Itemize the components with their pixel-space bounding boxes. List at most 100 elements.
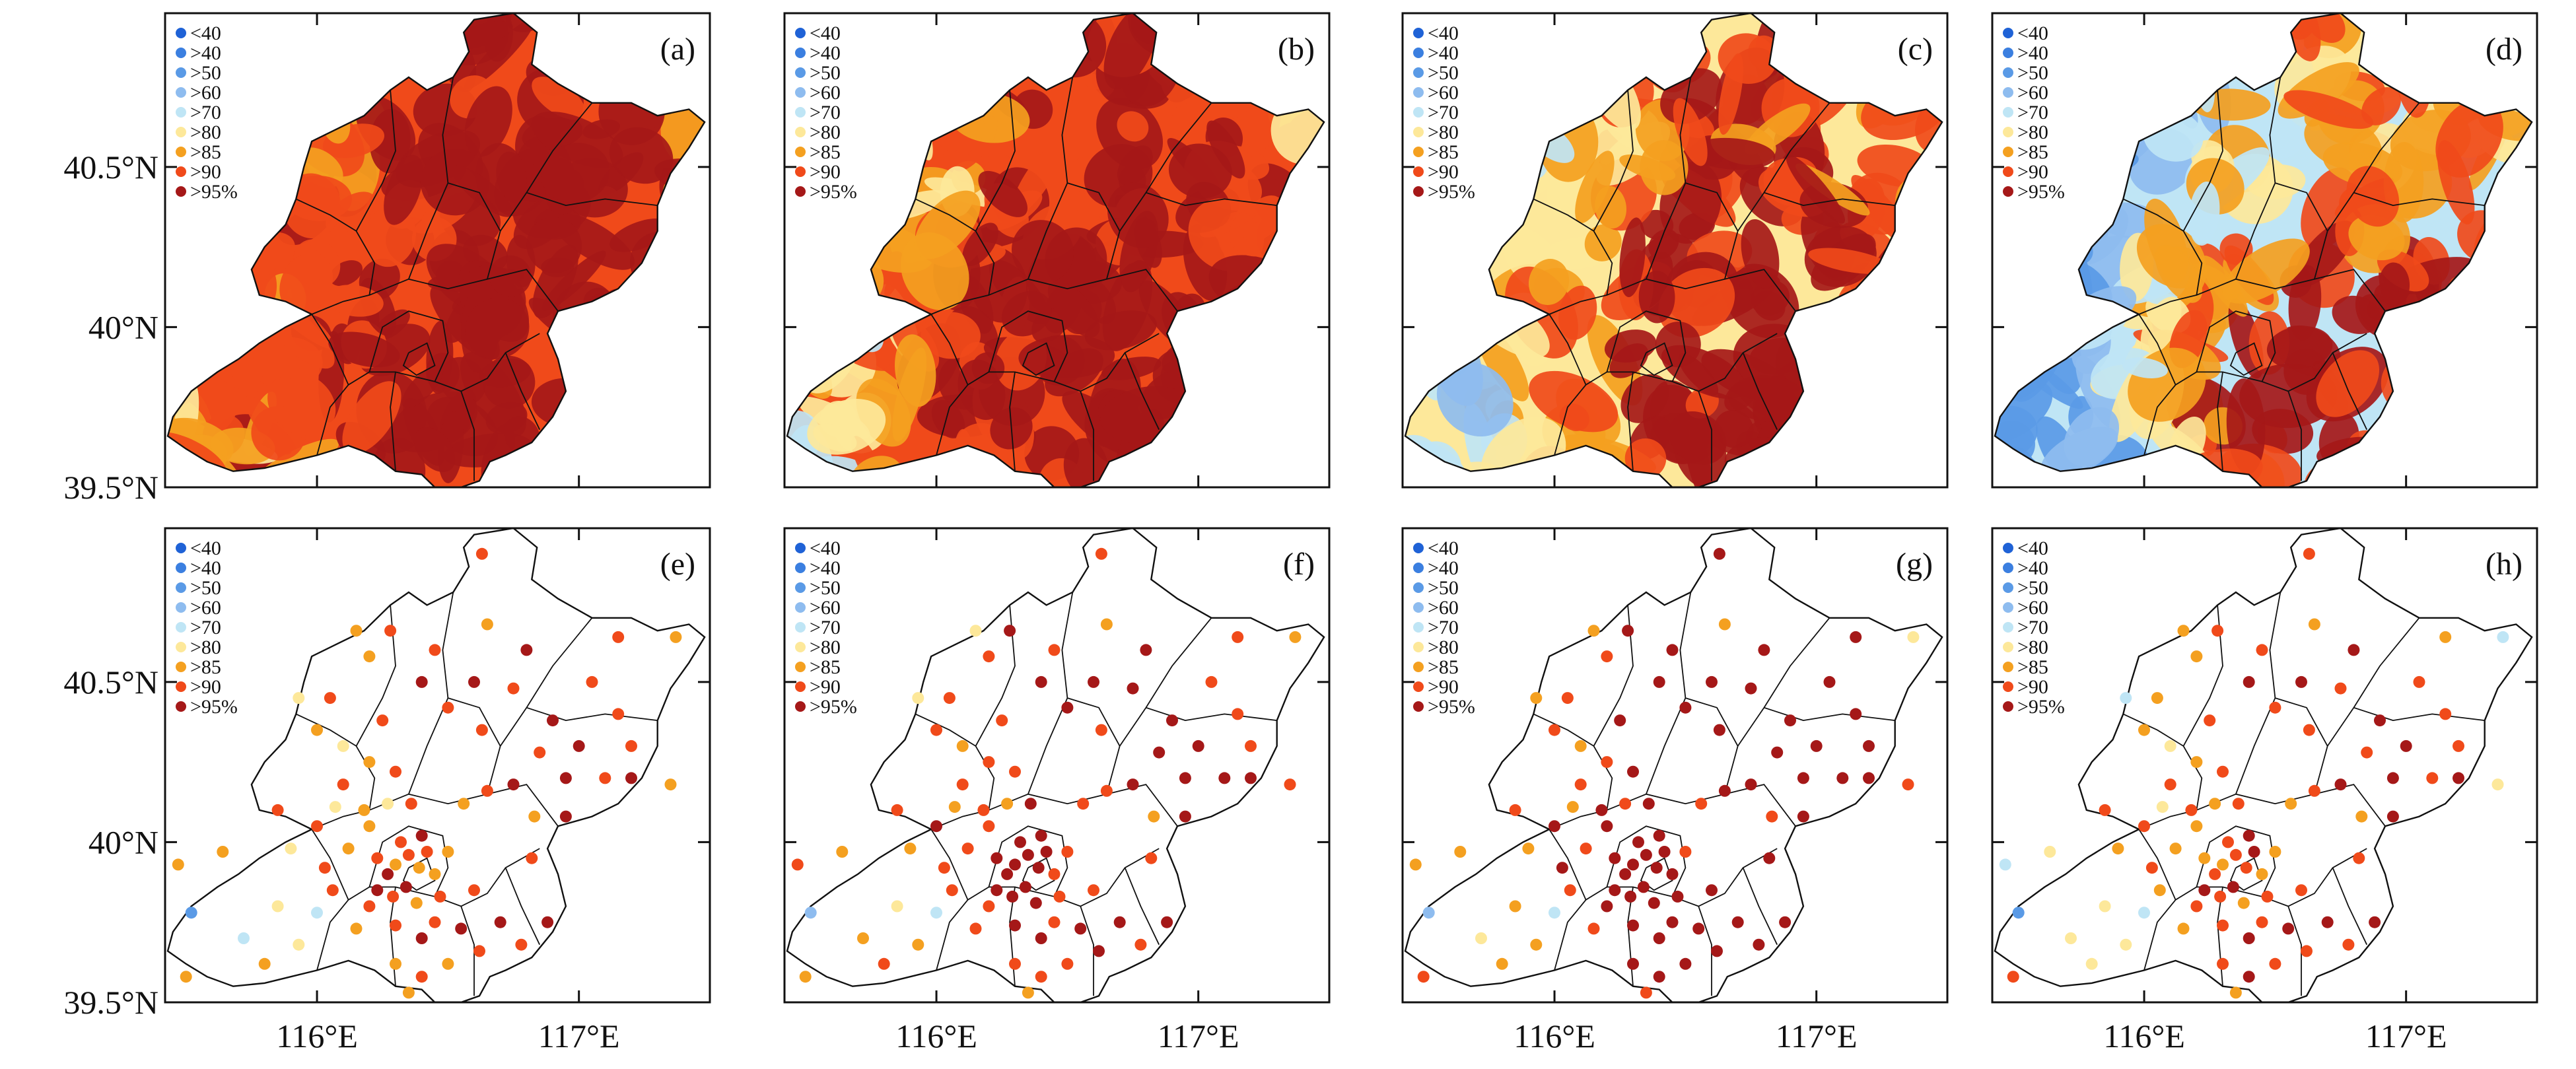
panel-a: (a) <40>40>50>60>70>80>85>90>95% 39.5°N 40°…	[63, 12, 711, 506]
legend-swatch	[1413, 28, 1424, 38]
field-cell	[2036, 265, 2077, 321]
field-cell	[575, 416, 644, 487]
field-cell	[666, 252, 705, 317]
legend-swatch	[2003, 186, 2013, 197]
station-marker	[1679, 701, 1692, 714]
district-line	[2287, 391, 2302, 481]
field-cell	[2040, 427, 2118, 479]
field-cell	[1875, 335, 1943, 376]
field-cell	[787, 300, 812, 350]
station-marker	[285, 843, 297, 855]
station-marker	[1850, 631, 1862, 643]
district-line	[1646, 592, 1692, 795]
station-marker	[185, 907, 197, 919]
field-cell	[168, 245, 203, 292]
field-cell	[1436, 362, 1514, 437]
station-marker	[2164, 778, 2176, 791]
district-line	[1606, 825, 1687, 897]
district-line	[2275, 697, 2328, 747]
district-line	[1646, 77, 1692, 280]
station-marker	[526, 852, 538, 864]
field-cell	[2346, 166, 2400, 227]
district-boundaries	[2122, 77, 2485, 481]
district-line	[930, 784, 1178, 830]
station-marker	[1609, 852, 1621, 864]
station-marker	[390, 957, 401, 970]
field-cell	[264, 15, 340, 40]
station-marker	[2308, 784, 2320, 797]
field-cell	[1595, 186, 1627, 229]
district-line	[1724, 102, 1830, 279]
station-marker	[2012, 907, 2025, 919]
station-marker	[1006, 890, 1019, 903]
city-boundary	[786, 527, 1325, 1004]
district-line	[1627, 372, 1634, 471]
field-cell	[489, 255, 532, 297]
station-marker	[2209, 798, 2221, 810]
field-cell	[287, 13, 351, 65]
station-marker	[2209, 868, 2221, 880]
field-cell	[594, 431, 668, 487]
station-marker	[1624, 890, 1637, 903]
city-boundary	[1994, 527, 2533, 1004]
field-cell	[2468, 399, 2529, 425]
legend-swatch	[795, 48, 806, 58]
x-tick-label: 116°E	[895, 1017, 977, 1054]
field-cell	[1001, 291, 1052, 337]
station-marker	[1666, 868, 1679, 880]
field-cell	[934, 13, 966, 52]
field-cell	[1609, 343, 1649, 378]
field-cell	[810, 258, 854, 302]
station-marker	[413, 862, 425, 874]
station-marker	[961, 843, 974, 855]
field-cell	[2188, 182, 2220, 246]
legend-swatch	[795, 602, 806, 613]
stations	[1409, 547, 1920, 999]
legend-label: >90	[1428, 676, 1459, 698]
station-marker	[977, 804, 990, 816]
district-line	[1593, 90, 1634, 232]
field-cell	[225, 13, 274, 44]
field-cell	[1475, 42, 1523, 102]
station-marker	[455, 922, 468, 935]
field-cell	[683, 391, 705, 462]
station-marker	[350, 922, 363, 935]
field-cell	[2246, 164, 2306, 199]
station-marker	[1601, 650, 1613, 663]
field-cell	[1815, 16, 1852, 105]
district-line	[930, 269, 1178, 315]
station-marker	[1022, 848, 1034, 861]
station-marker	[1009, 919, 1021, 932]
district-line	[988, 825, 1068, 897]
station-marker	[2217, 919, 2229, 932]
legend-label: >40	[190, 557, 221, 579]
station-marker	[2269, 957, 2281, 970]
station-marker	[1095, 547, 1107, 560]
field-map	[1995, 13, 2532, 487]
station-marker	[2282, 922, 2295, 935]
field-cell	[2079, 48, 2126, 94]
field-cell	[1283, 392, 1325, 462]
field-cell	[1793, 415, 1880, 449]
map-area	[787, 528, 1325, 1002]
station-marker	[1632, 836, 1644, 848]
station-marker	[1032, 862, 1045, 874]
field-cell	[2363, 13, 2398, 62]
station-marker	[293, 938, 305, 951]
station-marker	[2321, 916, 2334, 928]
panel-label: (g)	[1896, 547, 1933, 582]
field-cell	[1815, 366, 1863, 407]
legend-swatch	[176, 87, 186, 98]
field-cell	[1801, 434, 1843, 471]
field-cell	[632, 302, 683, 355]
station-marker	[2007, 971, 2019, 983]
field-cell	[2332, 295, 2381, 334]
legend-swatch	[176, 543, 186, 553]
station-marker	[1745, 778, 1757, 791]
field-cell	[1455, 296, 1496, 335]
stations	[791, 547, 1302, 999]
station-marker	[429, 916, 441, 928]
station-marker	[1061, 957, 1074, 970]
district-line	[1724, 617, 1830, 794]
station-marker	[1695, 798, 1708, 810]
